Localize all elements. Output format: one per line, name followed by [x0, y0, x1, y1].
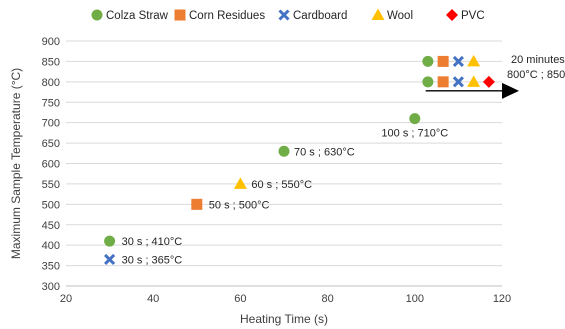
legend-label: Wool — [387, 10, 413, 22]
data-label: 30 s ; 410°C — [122, 236, 183, 248]
point-colza-straw — [278, 145, 290, 157]
y-tick-label: 800 — [42, 77, 60, 89]
y-tick-label: 500 — [42, 199, 60, 211]
point-colza-straw — [422, 55, 434, 67]
x-tick-label: 100 — [406, 293, 424, 305]
data-points — [104, 54, 495, 266]
point-wool — [467, 54, 481, 67]
x-tick-label: 40 — [147, 293, 159, 305]
legend-marker-corn-residues — [174, 9, 186, 21]
data-label: 30 s ; 365°C — [122, 254, 183, 266]
y-tick-label: 700 — [42, 118, 60, 130]
legend-marker-colza-straw — [91, 9, 103, 21]
data-labels: 30 s ; 410°C 30 s ; 365°C 50 s ; 500°C 60 s… — [122, 54, 565, 266]
y-axis-label: Maximum Sample Temperature (°C) — [9, 68, 23, 259]
y-tick-label: 350 — [42, 261, 60, 273]
legend-item-colza-straw: Colza Straw — [91, 9, 169, 22]
point-corn-residues — [191, 198, 203, 210]
y-tick-label: 650 — [42, 138, 60, 150]
x-tick-label: 120 — [493, 293, 511, 305]
point-corn-residues — [437, 76, 449, 88]
legend-label: Colza Straw — [106, 10, 169, 22]
data-label: 50 s ; 500°C — [209, 199, 270, 211]
point-corn-residues — [437, 55, 449, 67]
y-tick-label: 600 — [42, 159, 60, 171]
x-tick-label: 60 — [234, 293, 246, 305]
point-colza-straw — [104, 235, 116, 247]
x-axis-label: Heating Time (s) — [240, 312, 328, 326]
legend: Colza Straw Corn Residues Cardboard Wool PVC — [91, 8, 485, 22]
data-label: 800°C ; 850°C — [507, 69, 565, 81]
legend-item-wool: Wool — [371, 8, 413, 22]
point-colza-straw — [422, 76, 434, 88]
point-pvc — [482, 75, 495, 88]
tick-labels: 300 350 400 450 500 550 600 650 700 750 800 850 900 2… — [42, 36, 512, 305]
x-tick-label: 20 — [60, 293, 72, 305]
arrow-head — [502, 82, 519, 99]
x-tick-label: 80 — [321, 293, 333, 305]
legend-marker-wool — [371, 8, 385, 20]
point-cardboard — [452, 76, 464, 88]
data-label: 100 s ; 710°C — [381, 128, 448, 140]
legend-label: PVC — [461, 10, 485, 22]
point-wool — [467, 75, 481, 87]
data-label: 70 s ; 630°C — [294, 146, 355, 158]
legend-item-corn-residues: Corn Residues — [174, 9, 265, 22]
y-tick-label: 750 — [42, 97, 60, 109]
legend-label: Corn Residues — [189, 10, 265, 22]
time-arrow — [425, 82, 519, 99]
y-tick-label: 400 — [42, 240, 60, 252]
legend-marker-pvc — [446, 9, 458, 21]
point-colza-straw — [409, 113, 421, 125]
y-tick-label: 450 — [42, 220, 60, 232]
y-tick-label: 550 — [42, 179, 60, 191]
point-cardboard — [104, 253, 116, 266]
y-tick-label: 300 — [42, 281, 60, 293]
legend-item-pvc: PVC — [446, 9, 485, 22]
point-wool — [233, 177, 247, 189]
point-cardboard — [452, 55, 464, 67]
y-tick-label: 900 — [42, 36, 60, 48]
legend-item-cardboard: Cardboard — [278, 9, 347, 22]
data-label: 60 s ; 550°C — [251, 179, 312, 191]
legend-marker-cardboard — [278, 9, 290, 21]
gridlines — [66, 40, 502, 287]
y-tick-label: 850 — [42, 56, 60, 68]
data-label: 20 minutes — [511, 54, 565, 66]
legend-label: Cardboard — [293, 10, 347, 22]
